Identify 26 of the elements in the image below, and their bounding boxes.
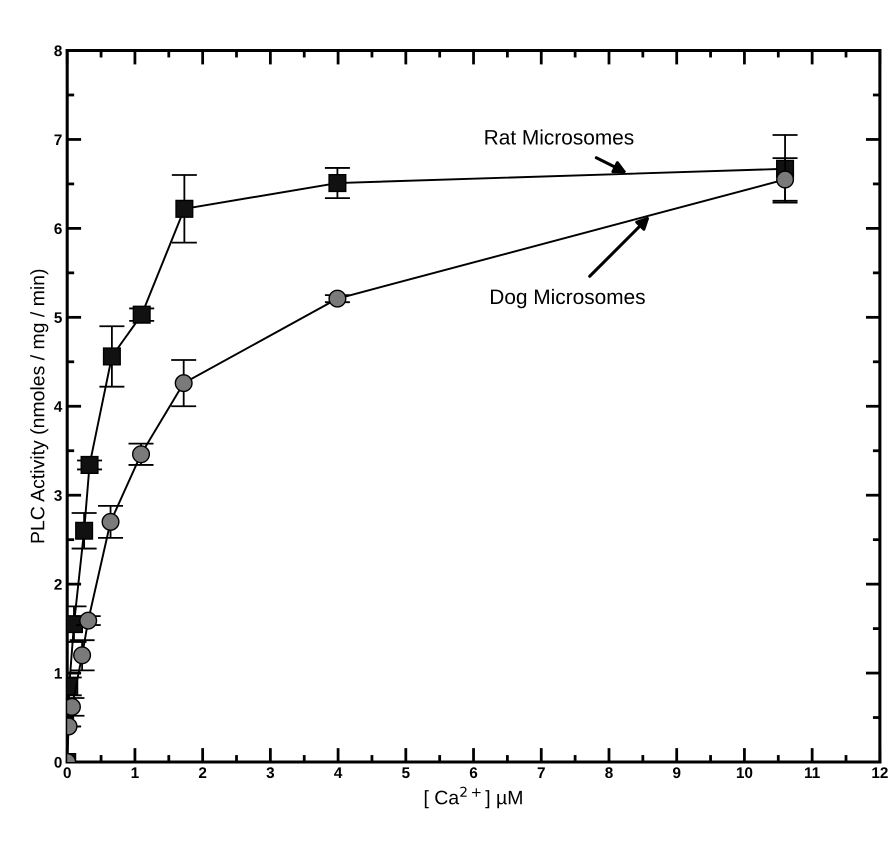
- x-tick-label: 6: [470, 767, 478, 778]
- y-tick-label: 8: [54, 45, 62, 56]
- y-tick-label: 1: [54, 668, 62, 679]
- series-label: Rat Microsomes: [485, 129, 634, 145]
- y-tick-label: 2: [54, 579, 62, 590]
- y-tick-label: 0: [54, 756, 62, 768]
- x-tick-label: 0: [64, 767, 71, 778]
- x-tick-label: 11: [805, 767, 820, 778]
- y-tick-label: 6: [54, 223, 62, 234]
- x-axis-title: [ Ca$^{2+}$] µM: [424, 786, 522, 808]
- x-tick-label: 1: [132, 767, 139, 778]
- x-tick-label: 9: [672, 767, 680, 778]
- series-label: Dog Microsomes: [491, 288, 645, 308]
- x-tick-label: 7: [538, 767, 545, 778]
- x-tick-label: 3: [266, 767, 274, 778]
- x-tick-label: 10: [736, 767, 752, 778]
- y-tick-label: 7: [54, 134, 62, 145]
- y-tick-label: 5: [54, 312, 62, 324]
- y-tick-label: 3: [54, 490, 62, 501]
- x-tick-label: 2: [198, 767, 206, 778]
- y-tick-label: 4: [54, 401, 62, 412]
- x-tick-label: 12: [872, 767, 888, 778]
- y-axis-title: PLC Activity (nmoles / mg / min): [30, 270, 48, 542]
- x-tick-label: 4: [334, 767, 342, 778]
- x-tick-label: 8: [605, 767, 613, 778]
- x-tick-label: 5: [402, 767, 410, 778]
